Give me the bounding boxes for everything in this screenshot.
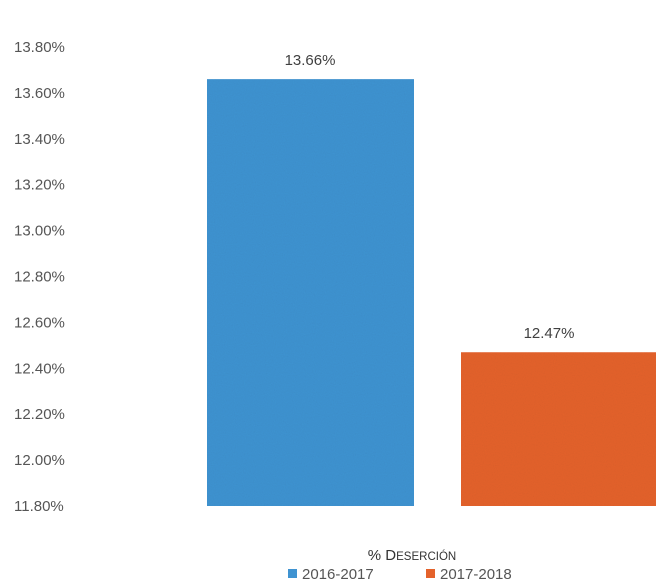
- data-label-2017-2018: 12.47%: [524, 325, 575, 342]
- y-axis: 11.80% 12.00% 12.20% 12.40% 12.60% 12.80% 13.0…: [14, 39, 65, 515]
- y-tick-label: 12.60%: [14, 314, 65, 331]
- y-tick-label: 12.20%: [14, 406, 65, 423]
- y-tick-label: 13.00%: [14, 223, 65, 240]
- legend: 2016-2017 2017-2018: [288, 566, 512, 583]
- legend-swatch-2017-2018: [426, 569, 435, 578]
- bar-2017-2018: [461, 352, 656, 506]
- legend-label-2016-2017: 2016-2017: [302, 566, 374, 583]
- x-axis-label: % DESERCIÓN: [368, 547, 456, 564]
- y-tick-label: 13.20%: [14, 177, 65, 194]
- bars: [207, 79, 656, 506]
- y-tick-label: 13.40%: [14, 131, 65, 148]
- legend-label-2017-2018: 2017-2018: [440, 566, 512, 583]
- legend-swatch-2016-2017: [288, 569, 297, 578]
- y-tick-label: 12.00%: [14, 452, 65, 469]
- y-tick-label: 13.80%: [14, 39, 65, 56]
- y-tick-label: 13.60%: [14, 85, 65, 102]
- bar-2016-2017: [207, 79, 414, 506]
- y-tick-label: 12.40%: [14, 360, 65, 377]
- y-tick-label: 11.80%: [14, 498, 64, 515]
- y-tick-label: 12.80%: [14, 269, 65, 286]
- data-labels: 13.66% 12.47%: [285, 52, 575, 342]
- data-label-2016-2017: 13.66%: [285, 52, 336, 69]
